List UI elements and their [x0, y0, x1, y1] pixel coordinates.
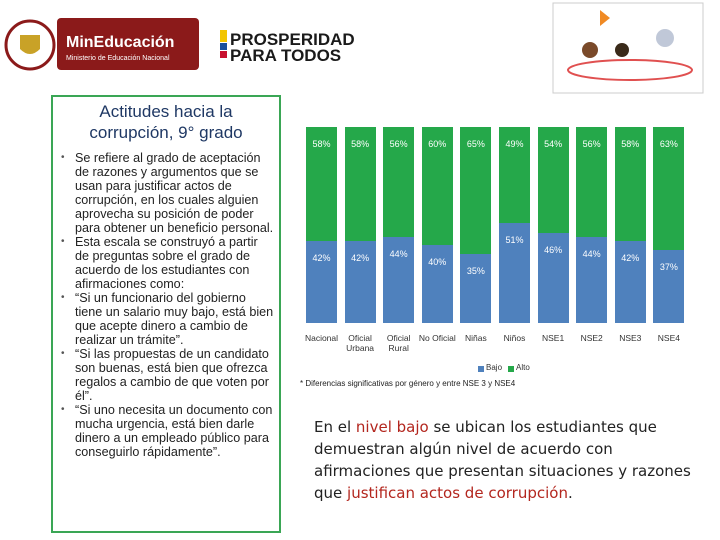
bar-segment: [614, 127, 646, 241]
slogan-2: PARA TODOS: [230, 46, 341, 65]
bar-segment: [421, 244, 453, 323]
ministry-logo: [57, 18, 199, 70]
bar-segment: [306, 240, 337, 323]
kid-3: [656, 29, 674, 47]
x-tick-label: Nacional: [304, 333, 339, 343]
value-label: 56%: [389, 139, 408, 149]
text-run: .: [567, 484, 573, 502]
x-tick-label: Niñas: [465, 333, 487, 343]
flag-blue: [220, 43, 227, 50]
value-label: 56%: [582, 139, 601, 149]
slogan-1: PROSPERIDAD: [230, 30, 355, 49]
x-tick-label: Niños: [503, 333, 526, 343]
value-label: 51%: [505, 235, 524, 246]
bullet: “Si uno necesita un documento con mucha …: [61, 403, 275, 459]
ministry-sub: Ministerio de Educación Nacional: [66, 55, 170, 62]
value-label: 44%: [389, 248, 408, 259]
legend-label: Alto: [516, 363, 530, 372]
value-label: 63%: [659, 139, 678, 149]
value-label: 37%: [659, 262, 678, 273]
x-tick-label: NSE4: [657, 333, 680, 343]
value-label: 60%: [428, 139, 447, 149]
bar-segment: [653, 127, 685, 251]
value-label: 42%: [621, 252, 640, 263]
bar-segment: [653, 250, 685, 323]
value-label: 58%: [312, 139, 331, 149]
value-label: 58%: [621, 139, 640, 149]
x-tick-label: Oficial Urbana: [346, 333, 375, 353]
value-label: 44%: [582, 248, 601, 259]
value-label: 40%: [428, 256, 447, 267]
legend-swatch: [508, 366, 514, 372]
x-tick-label: NSE3: [619, 333, 642, 343]
x-tick-label: NSE2: [580, 333, 603, 343]
kite: [600, 10, 610, 26]
bullet: Esta escala se construyó a partir de pre…: [61, 235, 275, 291]
bullet: “Si un funcionario del gobierno tiene un…: [61, 291, 275, 347]
bar-segment: [344, 127, 376, 241]
bar-segment: [537, 127, 569, 233]
bar-segment: [499, 223, 530, 323]
bar-segment: [383, 236, 415, 323]
value-label: 49%: [505, 139, 524, 149]
ministry-name: MinEducación: [66, 34, 174, 51]
kid-1: [582, 42, 598, 58]
value-label: 65%: [466, 139, 485, 149]
bar-segment: [460, 127, 492, 255]
value-label: 42%: [312, 252, 331, 263]
kid-2: [615, 43, 629, 57]
flag-red: [220, 51, 227, 58]
bullet: Se refiere al grado de aceptación de raz…: [61, 151, 275, 235]
box-title: Actitudes hacia la corrupción, 9° grado: [89, 102, 243, 142]
bar-segment: [537, 232, 569, 323]
value-label: 42%: [351, 252, 370, 263]
bar-segment: [460, 254, 492, 323]
bar-segment: [383, 127, 415, 237]
highlight: nivel bajo: [355, 418, 429, 436]
value-label: 54%: [544, 139, 563, 149]
x-tick-label: NSE1: [541, 333, 565, 343]
legend-label: Bajo: [486, 363, 503, 372]
bar-segment: [576, 127, 608, 237]
header-logos: MinEducación Ministerio de Educación Nac…: [4, 2, 704, 94]
bar-segment: [421, 127, 453, 245]
legend-swatch: [478, 366, 484, 372]
bullet-list: Se refiere al grado de aceptación de raz…: [53, 151, 279, 459]
highlight: justifican actos de corrupción: [347, 484, 568, 502]
chart: 42% 58% Nacional 42% 58% Oficial Urbana 44% 56%…: [304, 127, 685, 372]
x-tick-label: No Oficial: [418, 333, 456, 343]
bar-segment: [499, 127, 530, 224]
bar-segment: [576, 236, 608, 323]
value-label: 46%: [544, 244, 563, 255]
bullet: “Si las propuestas de un candidato son b…: [61, 347, 275, 403]
bar-segment: [344, 240, 376, 323]
text-box: Actitudes hacia la corrupción, 9° grado …: [51, 95, 281, 533]
value-label: 58%: [351, 139, 370, 149]
footnote: * Diferencias significativas por género …: [300, 379, 516, 388]
shield: [20, 35, 40, 54]
bar-segment: [306, 127, 337, 241]
bar-segment: [614, 240, 646, 323]
x-tick-label: Oficial Rural: [386, 333, 411, 353]
text-run: se ubican los estudiantes que demuestran…: [314, 418, 691, 502]
value-label: 35%: [466, 266, 485, 277]
text-run: En el: [314, 418, 356, 436]
flag-yellow: [220, 30, 227, 42]
ring: [567, 59, 693, 81]
paragraph: En el nivel bajo se ubican los estudiant…: [314, 416, 694, 504]
